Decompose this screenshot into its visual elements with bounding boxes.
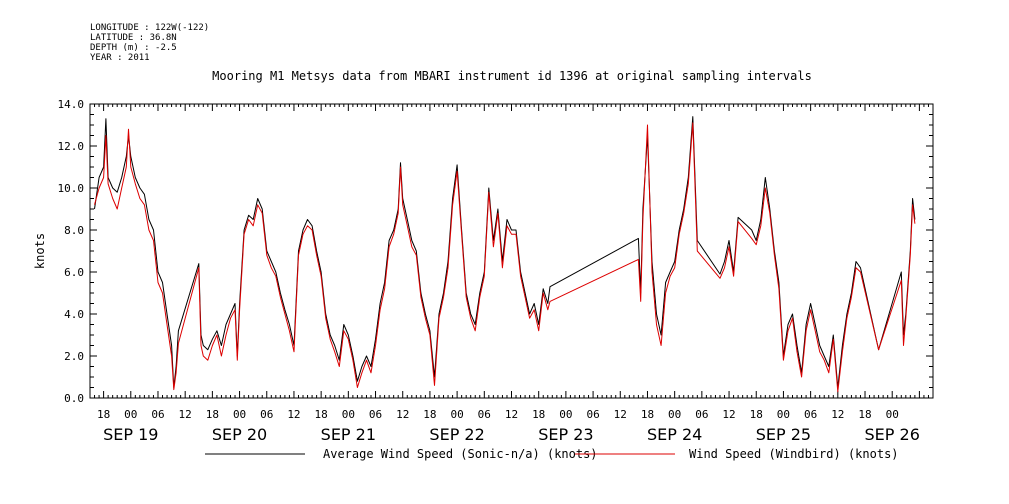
x-tick-label: 06 [369, 408, 382, 421]
x-tick-label: 12 [505, 408, 518, 421]
legend: Average Wind Speed (Sonic-n/a) (knots) W… [205, 447, 899, 461]
day-label: SEP 20 [212, 425, 267, 444]
x-tick-label: 18 [206, 408, 219, 421]
y-tick-label: 10.0 [58, 182, 85, 195]
x-tick-label: 00 [342, 408, 355, 421]
day-label: SEP 24 [647, 425, 702, 444]
y-tick-label: 6.0 [64, 266, 84, 279]
x-tick-label: 06 [804, 408, 817, 421]
day-label: SEP 23 [538, 425, 593, 444]
x-axis: 18 00 06 12 18 00 06 12 18 00 06 12 18 00 06 12 18 00 06 12… [89, 104, 934, 444]
series-layer [94, 116, 916, 393]
legend-label-windbird: Wind Speed (Windbird) (knots) [689, 447, 899, 461]
x-tick-label: 00 [777, 408, 790, 421]
y-axis-label: knots [33, 233, 47, 269]
y-tick-label: 2.0 [64, 350, 84, 363]
meta-depth: DEPTH (m) : -2.5 [90, 43, 177, 53]
legend-label-average: Average Wind Speed (Sonic-n/a) (knots) [323, 447, 598, 461]
x-tick-label: 00 [886, 408, 899, 421]
x-tick-label: 18 [641, 408, 654, 421]
day-label: SEP 21 [321, 425, 376, 444]
series-average-wind-speed [94, 116, 916, 388]
y-tick-label: 14.0 [58, 98, 85, 111]
meta-year: YEAR : 2011 [90, 53, 150, 63]
x-tick-label: 06 [260, 408, 273, 421]
x-tick-label: 06 [151, 408, 164, 421]
meta-latitude: LATITUDE : 36.8N [90, 33, 177, 43]
y-axis: 0.0 2.0 4.0 6.0 8.0 10.0 12.0 14.0 [58, 98, 933, 405]
x-tick-label: 06 [478, 408, 491, 421]
x-tick-label: 00 [233, 408, 246, 421]
x-tick-label: 18 [858, 408, 871, 421]
chart-title: Mooring M1 Metsys data from MBARI instru… [212, 69, 812, 83]
x-tick-label: 06 [586, 408, 599, 421]
x-tick-label: 00 [450, 408, 463, 421]
y-tick-label: 8.0 [64, 224, 84, 237]
x-tick-label: 06 [695, 408, 708, 421]
y-tick-label: 0.0 [64, 392, 84, 405]
x-tick-label: 18 [315, 408, 328, 421]
x-tick-label: 18 [750, 408, 763, 421]
x-tick-label: 00 [559, 408, 572, 421]
x-tick-label: 18 [97, 408, 110, 421]
y-tick-label: 4.0 [64, 308, 84, 321]
series-windbird-wind-speed [94, 122, 916, 393]
plot-frame [89, 103, 934, 399]
x-tick-label: 12 [287, 408, 300, 421]
x-tick-label: 18 [423, 408, 436, 421]
day-label: SEP 19 [103, 425, 158, 444]
x-tick-label: 00 [668, 408, 681, 421]
y-tick-label: 12.0 [58, 140, 85, 153]
meta-longitude: LONGITUDE : 122W(-122) [90, 23, 209, 33]
x-tick-label: 12 [614, 408, 627, 421]
day-label: SEP 25 [756, 425, 811, 444]
x-tick-label: 00 [124, 408, 137, 421]
day-label: SEP 22 [429, 425, 484, 444]
x-tick-label: 18 [532, 408, 545, 421]
x-tick-label: 12 [179, 408, 192, 421]
x-tick-label: 12 [722, 408, 735, 421]
x-tick-label: 12 [396, 408, 409, 421]
x-tick-label: 12 [831, 408, 844, 421]
day-label: SEP 26 [865, 425, 920, 444]
